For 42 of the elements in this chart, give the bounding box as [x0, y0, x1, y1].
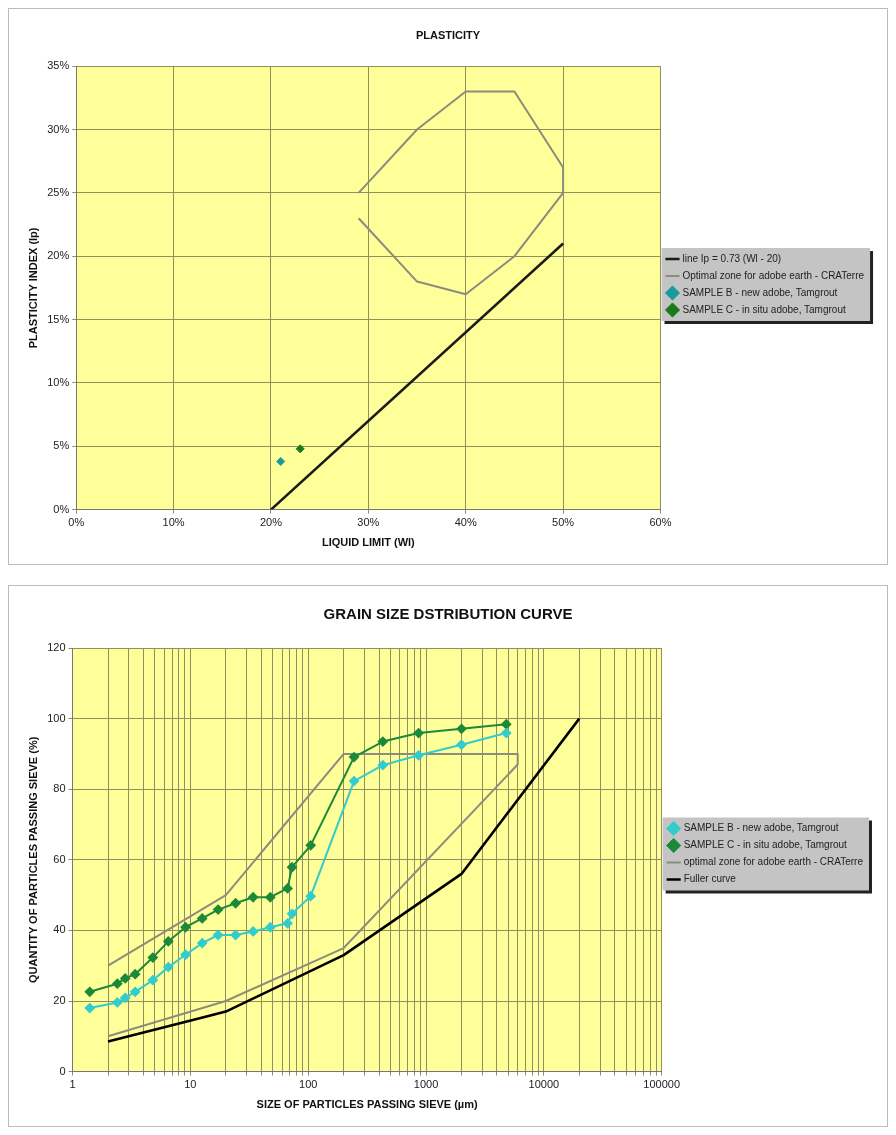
- y-tick-label: 120: [47, 641, 66, 654]
- x-axis-title: LIQUID LIMIT (Wl): [321, 536, 416, 549]
- y-axis-title: PLASTICITY INDEX (Ip): [26, 227, 39, 349]
- x-axis-title: SIZE OF PARTICLES PASSING SIEVE (µm): [256, 1098, 478, 1111]
- legend-label: line Ip = 0.73 (Wl - 20): [682, 252, 782, 264]
- y-tick-label: 5%: [53, 439, 70, 452]
- x-tick-label: 1000: [413, 1078, 439, 1091]
- x-tick-label: 1: [69, 1078, 76, 1091]
- chart-title: PLASTICITY: [415, 28, 481, 41]
- y-tick-label: 40: [53, 923, 66, 936]
- y-tick-label: 80: [53, 782, 66, 795]
- y-tick-label: 25%: [47, 185, 70, 198]
- legend-label: SAMPLE C - in situ adobe, Tamgrout: [682, 303, 846, 315]
- x-tick-label: 50%: [552, 516, 575, 529]
- x-tick-label: 10: [184, 1078, 197, 1091]
- x-tick-label: 40%: [454, 516, 477, 529]
- y-tick-label: 15%: [47, 312, 70, 325]
- y-tick-label: 20%: [47, 249, 70, 262]
- legend-label: optimal zone for adobe earth - CRATerre: [683, 856, 864, 868]
- legend-label: SAMPLE B - new adobe, Tamgrout: [682, 286, 838, 298]
- x-tick-label: 10%: [162, 516, 185, 529]
- chart-title: GRAIN SIZE DSTRIBUTION CURVE: [323, 605, 573, 623]
- y-tick-label: 60: [53, 852, 66, 865]
- y-tick-label: 30%: [47, 122, 70, 135]
- legend-label: Fuller curve: [683, 873, 737, 885]
- legend-label: SAMPLE B - new adobe, Tamgrout: [683, 822, 839, 834]
- y-tick-label: 0%: [53, 502, 70, 515]
- x-tick-label: 100000: [643, 1078, 681, 1091]
- y-axis-title: QUANTITY OF PARTICLES PASSING SIEVE (%): [26, 736, 39, 983]
- x-tick-label: 100: [299, 1078, 318, 1091]
- x-tick-label: 20%: [259, 516, 283, 529]
- x-tick-label: 0%: [68, 516, 85, 529]
- x-tick-label: 30%: [357, 516, 380, 529]
- y-tick-label: 0: [59, 1064, 66, 1077]
- x-tick-label: 60%: [649, 516, 672, 529]
- legend-label: Optimal zone for adobe earth - CRATerre: [682, 269, 865, 281]
- x-tick-label: 10000: [528, 1078, 560, 1091]
- y-tick-label: 10%: [47, 375, 70, 388]
- y-tick-label: 100: [47, 711, 66, 724]
- y-tick-label: 20: [53, 994, 66, 1007]
- y-tick-label: 35%: [47, 59, 70, 72]
- legend-label: SAMPLE C - in situ adobe, Tamgrout: [683, 839, 848, 851]
